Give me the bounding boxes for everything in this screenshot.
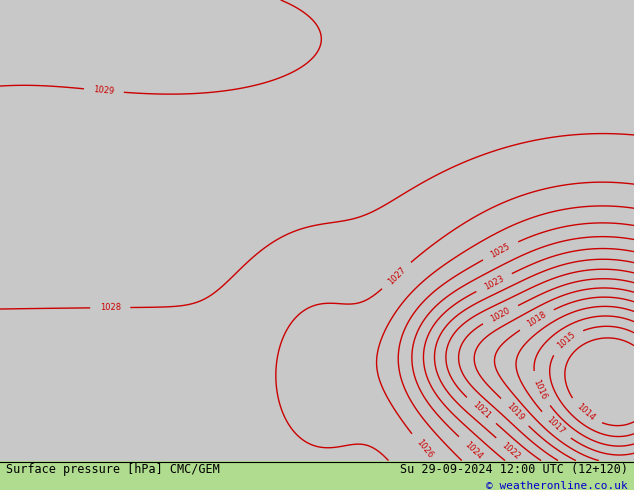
Text: 1021: 1021 <box>470 400 492 421</box>
Text: 1015: 1015 <box>555 330 577 351</box>
Text: 1019: 1019 <box>504 401 526 423</box>
Text: 1017: 1017 <box>545 415 566 436</box>
Text: 1026: 1026 <box>414 438 434 460</box>
Text: Surface pressure [hPa] CMC/GEM: Surface pressure [hPa] CMC/GEM <box>6 463 220 476</box>
Text: 1027: 1027 <box>385 265 407 286</box>
Text: 1029: 1029 <box>93 85 115 96</box>
Text: 1023: 1023 <box>482 273 505 292</box>
Text: 1022: 1022 <box>500 441 522 461</box>
Text: Su 29-09-2024 12:00 UTC (12+120): Su 29-09-2024 12:00 UTC (12+120) <box>399 463 628 476</box>
Text: 1028: 1028 <box>100 303 121 312</box>
Text: 1020: 1020 <box>489 306 512 323</box>
Text: 1018: 1018 <box>525 310 548 329</box>
Text: 1016: 1016 <box>531 378 548 400</box>
Text: © weatheronline.co.uk: © weatheronline.co.uk <box>486 481 628 490</box>
Text: 1025: 1025 <box>489 242 512 260</box>
Text: 1014: 1014 <box>574 402 596 423</box>
Text: 1024: 1024 <box>462 440 484 461</box>
